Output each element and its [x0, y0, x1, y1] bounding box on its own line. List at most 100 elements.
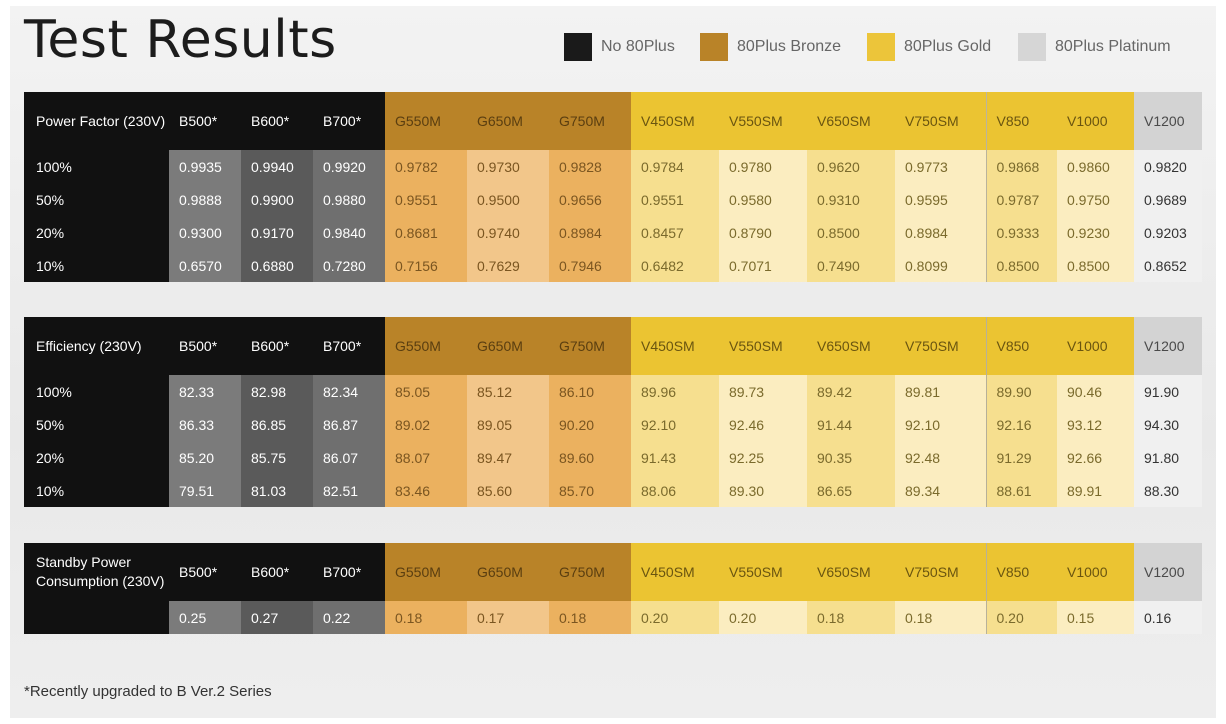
- power-factor-table: Power Factor (230V) B500* B600* B700* G550M G…: [24, 92, 1202, 282]
- column-header: B600*: [241, 317, 313, 375]
- data-cell: 85.12: [467, 375, 549, 408]
- data-cell: 0.7946: [549, 249, 631, 282]
- data-cell: 0.9784: [631, 150, 719, 183]
- data-cell: 91.43: [631, 441, 719, 474]
- data-cell: 94.30: [1134, 408, 1202, 441]
- data-cell: 92.10: [895, 408, 986, 441]
- column-header: V550SM: [719, 543, 807, 601]
- data-cell: 85.70: [549, 474, 631, 507]
- data-cell: 0.9880: [313, 183, 385, 216]
- data-cell: 0.18: [385, 601, 467, 634]
- data-cell: 0.8099: [895, 249, 986, 282]
- data-cell: 88.07: [385, 441, 467, 474]
- standby-power-section: Standby Power Consumption (230V) B500* B60…: [24, 543, 1202, 634]
- data-cell: 0.9500: [467, 183, 549, 216]
- data-cell: 82.51: [313, 474, 385, 507]
- data-cell: 0.27: [241, 601, 313, 634]
- data-cell: 0.9620: [807, 150, 895, 183]
- data-cell: 0.9780: [719, 150, 807, 183]
- standby-power-table: Standby Power Consumption (230V) B500* B60…: [24, 543, 1202, 634]
- data-cell: 0.7280: [313, 249, 385, 282]
- data-cell: 92.25: [719, 441, 807, 474]
- data-cell: 0.9689: [1134, 183, 1202, 216]
- table-row: 10% 79.51 81.03 82.51 83.46 85.60 85.70 88.06 89…: [24, 474, 1202, 507]
- data-cell: 89.30: [719, 474, 807, 507]
- data-cell: 0.8984: [549, 216, 631, 249]
- column-header: G550M: [385, 317, 467, 375]
- data-cell: 0.9888: [169, 183, 241, 216]
- data-cell: 89.02: [385, 408, 467, 441]
- column-header: V1000: [1057, 317, 1134, 375]
- data-cell: 0.9333: [985, 216, 1057, 249]
- data-cell: 0.9820: [1134, 150, 1202, 183]
- data-cell: 0.9170: [241, 216, 313, 249]
- data-cell: 0.20: [631, 601, 719, 634]
- data-cell: 0.9828: [549, 150, 631, 183]
- data-cell: 89.91: [1057, 474, 1134, 507]
- legend-label-bronze: 80Plus Bronze: [737, 38, 842, 55]
- data-cell: 85.60: [467, 474, 549, 507]
- row-label: 100%: [24, 375, 169, 408]
- column-header: G650M: [467, 543, 549, 601]
- data-cell: 0.6880: [241, 249, 313, 282]
- data-cell: 93.12: [1057, 408, 1134, 441]
- column-header: G550M: [385, 92, 467, 150]
- table-row: 20% 85.20 85.75 86.07 88.07 89.47 89.60 91.43 92…: [24, 441, 1202, 474]
- data-cell: 0.18: [807, 601, 895, 634]
- data-cell: 0.20: [985, 601, 1057, 634]
- data-cell: 85.75: [241, 441, 313, 474]
- data-cell: 81.03: [241, 474, 313, 507]
- data-cell: 90.46: [1057, 375, 1134, 408]
- column-header: V1200: [1134, 543, 1202, 601]
- column-header: V450SM: [631, 317, 719, 375]
- data-cell: 88.30: [1134, 474, 1202, 507]
- table-row: 100% 82.33 82.98 82.34 85.05 85.12 86.10 89.96 8…: [24, 375, 1202, 408]
- data-cell: 0.9230: [1057, 216, 1134, 249]
- data-cell: 91.44: [807, 408, 895, 441]
- row-label: 50%: [24, 408, 169, 441]
- table-title: Efficiency (230V): [24, 317, 169, 375]
- legend-swatch-gold: [867, 33, 895, 61]
- table-row: 100% 0.9935 0.9940 0.9920 0.9782 0.9730 0.9828…: [24, 150, 1202, 183]
- data-cell: 0.9310: [807, 183, 895, 216]
- data-cell: 89.42: [807, 375, 895, 408]
- data-cell: 0.9868: [985, 150, 1057, 183]
- data-cell: 88.06: [631, 474, 719, 507]
- data-cell: 92.10: [631, 408, 719, 441]
- data-cell: 0.9860: [1057, 150, 1134, 183]
- data-cell: 0.8681: [385, 216, 467, 249]
- data-cell: 85.05: [385, 375, 467, 408]
- data-cell: 86.85: [241, 408, 313, 441]
- data-cell: 92.16: [985, 408, 1057, 441]
- data-cell: 0.17: [467, 601, 549, 634]
- data-cell: 0.7071: [719, 249, 807, 282]
- legend-swatch-no-80plus: [564, 33, 592, 61]
- row-label: 10%: [24, 474, 169, 507]
- footnote: *Recently upgraded to B Ver.2 Series: [24, 683, 272, 700]
- power-factor-section: Power Factor (230V) B500* B600* B700* G550M G…: [24, 92, 1202, 282]
- legend-item-platinum: 80Plus Platinum: [1018, 32, 1171, 62]
- data-cell: 0.9551: [385, 183, 467, 216]
- data-cell: 0.8500: [985, 249, 1057, 282]
- legend-item-bronze: 80Plus Bronze: [700, 32, 841, 62]
- data-cell: 0.6570: [169, 249, 241, 282]
- data-cell: 91.90: [1134, 375, 1202, 408]
- data-cell: 89.47: [467, 441, 549, 474]
- data-cell: 86.07: [313, 441, 385, 474]
- data-cell: 92.46: [719, 408, 807, 441]
- header-row: Efficiency (230V) B500* B600* B700* G550M G65…: [24, 317, 1202, 375]
- legend-label-gold: 80Plus Gold: [904, 38, 992, 55]
- data-cell: 0.8984: [895, 216, 986, 249]
- table-row: 50% 86.33 86.85 86.87 89.02 89.05 90.20 92.10 92…: [24, 408, 1202, 441]
- data-cell: 0.8457: [631, 216, 719, 249]
- column-header: B500*: [169, 92, 241, 150]
- data-cell: 86.65: [807, 474, 895, 507]
- data-cell: 90.35: [807, 441, 895, 474]
- column-header: V750SM: [895, 92, 986, 150]
- data-cell: 0.15: [1057, 601, 1134, 634]
- data-cell: 0.9740: [467, 216, 549, 249]
- column-header: V1200: [1134, 92, 1202, 150]
- data-cell: 0.16: [1134, 601, 1202, 634]
- table-row: 20% 0.9300 0.9170 0.9840 0.8681 0.9740 0.8984 0…: [24, 216, 1202, 249]
- column-header: B600*: [241, 543, 313, 601]
